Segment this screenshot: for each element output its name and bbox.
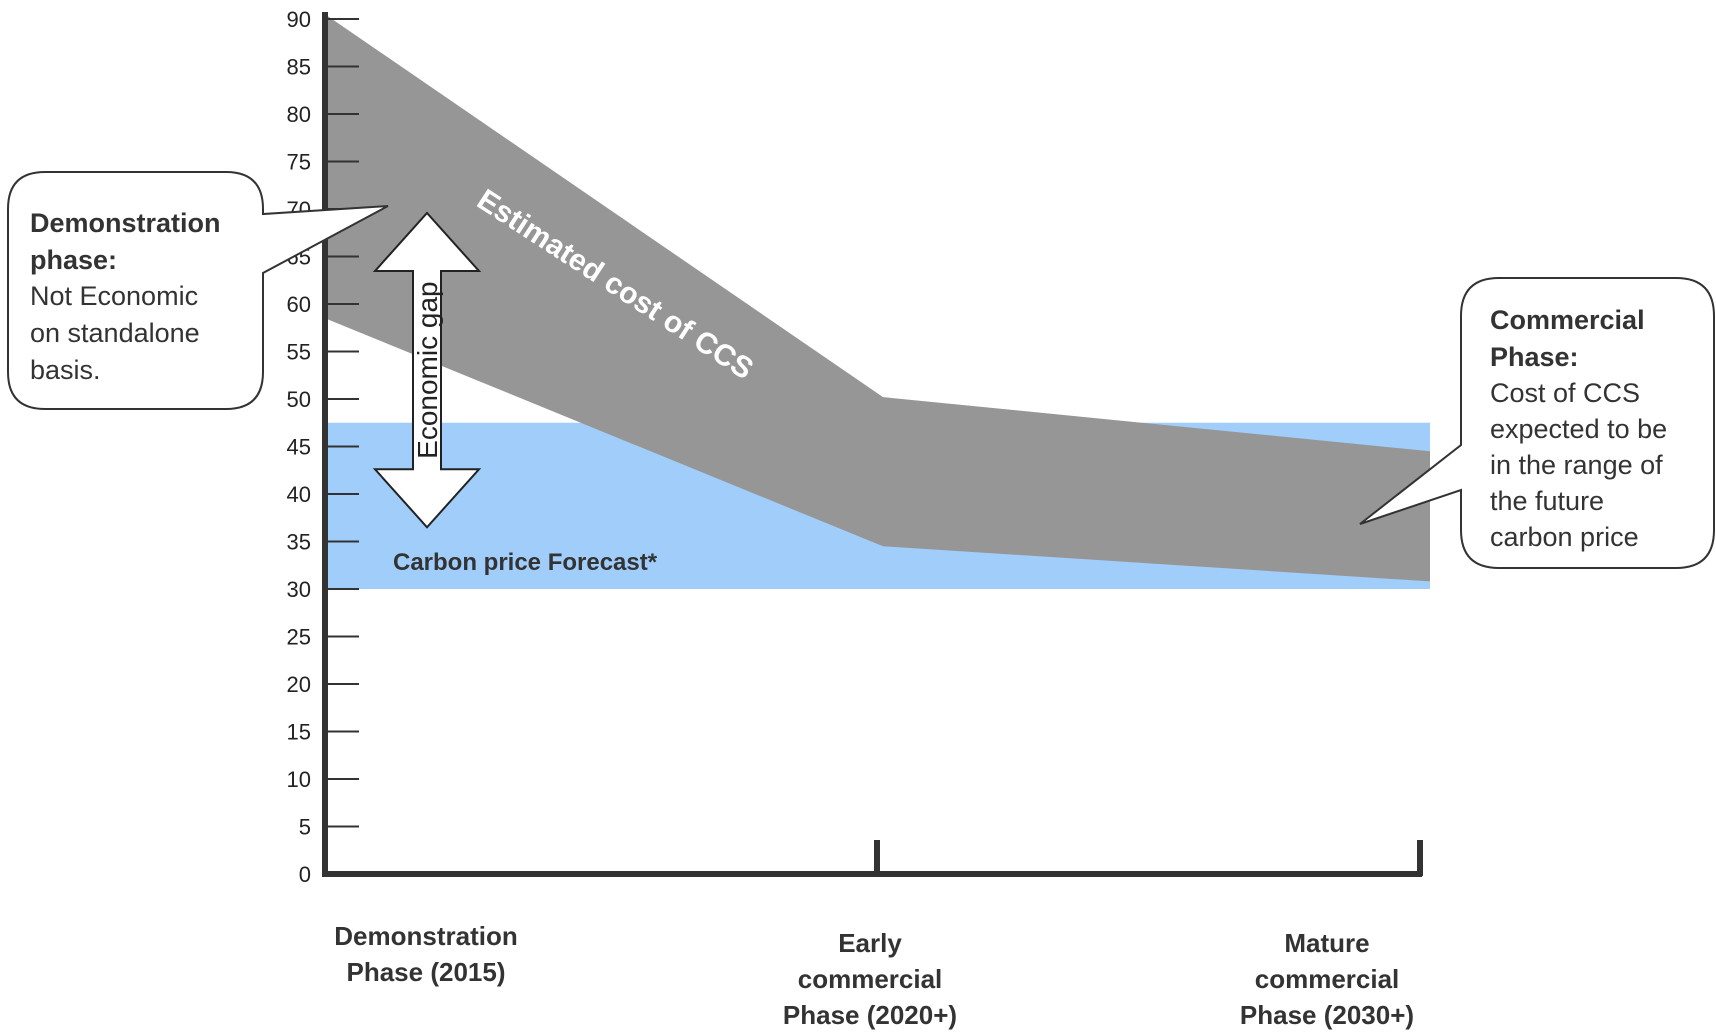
y-tick-label: 60 <box>287 292 311 317</box>
y-tick-label: 80 <box>287 102 311 127</box>
y-tick-label: 25 <box>287 625 311 650</box>
y-tick-label: 15 <box>287 720 311 745</box>
y-tick-label: 0 <box>299 862 311 887</box>
commercial-phase-callout: Commercial Phase: Cost of CCS expected t… <box>1359 277 1715 569</box>
x-category-label: Mature commercial Phase (2030+) <box>1240 928 1414 1030</box>
y-tick-label: 45 <box>287 435 311 460</box>
callout-left-body-3: basis. <box>30 355 101 385</box>
callout-right-body-3: in the range of <box>1490 450 1663 480</box>
economic-gap-label: Economic gap <box>412 281 443 458</box>
x-category-label: Early commercial Phase (2020+) <box>783 928 957 1030</box>
callout-left-title-1: Demonstration <box>30 208 221 238</box>
y-tick-label: 55 <box>287 340 311 365</box>
y-tick-label: 75 <box>287 150 311 175</box>
callout-left-body-1: Not Economic <box>30 281 198 311</box>
carbon-price-band-label: Carbon price Forecast* <box>393 549 658 576</box>
y-tick-label: 30 <box>287 577 311 602</box>
y-tick-label: 40 <box>287 482 311 507</box>
x-axis-labels: Demonstration Phase (2015) Early commercial… <box>334 921 1414 1030</box>
y-tick-label: 35 <box>287 530 311 555</box>
x-axis-ticks <box>874 840 1423 876</box>
demonstration-phase-callout: Demonstration phase: Not Economic on sta… <box>7 171 389 410</box>
callout-left-bubble <box>7 171 389 410</box>
y-tick-label: 5 <box>299 815 311 840</box>
economic-gap-arrow <box>372 211 482 529</box>
callout-right-bubble <box>1359 277 1715 569</box>
callout-left-body-2: on standalone <box>30 318 200 348</box>
callout-right-body-5: carbon price <box>1490 522 1639 552</box>
svg-text:Cost of CCS expected to: Cost of CCS expected to be in the range … <box>1490 378 1675 552</box>
callout-right-title-2: Phase: <box>1490 342 1579 372</box>
callout-right-title-1: Commercial <box>1490 305 1645 335</box>
svg-text:Not Economic on standalo: Not Economic on standalone basis. <box>30 281 207 385</box>
svg-text:Commercial Phase:: Commercial Phase: <box>1490 305 1652 372</box>
callout-right-body-2: expected to be <box>1490 414 1667 444</box>
y-tick-label: 10 <box>287 767 311 792</box>
y-tick-label: 85 <box>287 55 311 80</box>
y-tick-label: 90 <box>287 7 311 32</box>
svg-text:Demonstration phase:: Demonstration phase: <box>30 208 228 275</box>
callout-right-body-1: Cost of CCS <box>1490 378 1640 408</box>
y-tick-label: 20 <box>287 672 311 697</box>
y-tick-label: 50 <box>287 387 311 412</box>
callout-right-body-4: the future <box>1490 486 1604 516</box>
ccs-cost-area <box>325 14 1430 582</box>
x-category-label: Demonstration Phase (2015) <box>334 921 517 987</box>
callout-left-title-2: phase: <box>30 245 117 275</box>
